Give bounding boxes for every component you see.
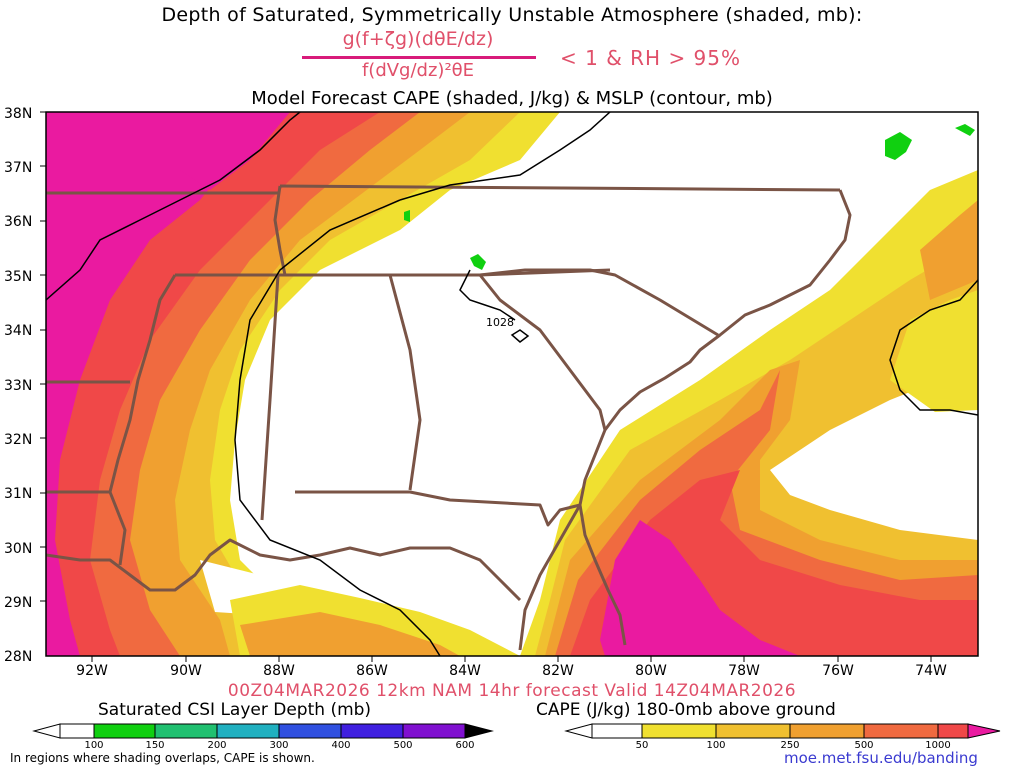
formula-condition: < 1 & RH > 95% xyxy=(560,46,742,70)
lon-label: 84W xyxy=(449,663,481,679)
csi-bar-segment xyxy=(59,723,95,739)
cape-region-northwest-max xyxy=(180,112,290,190)
lat-label: 31N xyxy=(4,486,32,502)
csi-bar-segment xyxy=(154,723,218,739)
cape-bar-segment xyxy=(641,723,717,739)
lat-label: 34N xyxy=(4,323,32,339)
mississippi-alabama-border xyxy=(260,274,280,521)
csi-bar-segment xyxy=(278,723,342,739)
atlantic-coastline xyxy=(578,189,852,646)
lon-label: 88W xyxy=(263,663,295,679)
csi-tick: 400 xyxy=(331,740,350,751)
lat-label: 37N xyxy=(4,160,32,176)
isobar-1028 xyxy=(459,269,516,321)
formula-numerator: g(f+ζg)(dθE/dz) xyxy=(342,28,494,50)
csi-bar-segment xyxy=(93,723,156,739)
cape-tick: 250 xyxy=(780,740,799,751)
lat-ticks xyxy=(40,111,932,662)
lat-axis: 38N 37N 36N 35N 34N 33N 32N 31N 30N 29N … xyxy=(4,106,32,665)
lat-label: 28N xyxy=(4,649,32,665)
cape-region-northeast-50 xyxy=(890,290,978,412)
mslp-contours xyxy=(46,112,978,656)
lon-label: 92W xyxy=(76,663,108,679)
cape-colorbar: 50 100 250 500 1000 xyxy=(564,723,1001,751)
isobar-label: 1028 xyxy=(486,316,514,329)
csi-patch-tennessee xyxy=(404,210,410,222)
formula-denominator: f(dVg/dz)²θE xyxy=(361,60,475,81)
georgia-sc-border xyxy=(478,274,607,431)
cape-bar-segment xyxy=(937,723,969,739)
csi-bar-segment xyxy=(340,723,404,739)
csi-patch-far-northeast xyxy=(955,124,975,136)
lon-axis: 92W 90W 88W 86W 84W 82W 80W 78W 76W 74W xyxy=(76,663,947,679)
gulf-coastline xyxy=(46,504,582,651)
virginia-nc-border xyxy=(279,184,841,192)
cape-region-gulf-250 xyxy=(240,612,460,656)
cape-bar-segment xyxy=(789,723,865,739)
lat-label: 35N xyxy=(4,269,32,285)
lon-label: 78W xyxy=(728,663,760,679)
cape-tick: 50 xyxy=(636,740,649,751)
mississippi-river xyxy=(108,274,177,566)
lat-label: 32N xyxy=(4,432,32,448)
csi-tick: 300 xyxy=(269,740,288,751)
cape-tick: 500 xyxy=(854,740,873,751)
csi-bar-segment xyxy=(402,723,466,739)
csi-bar-segment xyxy=(216,723,280,739)
cape-tick: 100 xyxy=(706,740,725,751)
lat-label: 36N xyxy=(4,214,32,230)
lon-label: 90W xyxy=(170,663,202,679)
lon-label: 82W xyxy=(542,663,574,679)
map-subtitle: Model Forecast CAPE (shaded, J/kg) & MSL… xyxy=(251,88,773,109)
cape-bar-right-arrow xyxy=(967,723,1001,739)
cape-colorbar-label: CAPE (J/kg) 180-0mb above ground xyxy=(536,700,836,720)
cape-bar-segment xyxy=(591,723,643,739)
formula-fraction-bar xyxy=(302,56,536,59)
cape-region-northeast-250 xyxy=(920,200,978,300)
csi-bar-right-arrow xyxy=(464,723,494,739)
lon-label: 80W xyxy=(635,663,667,679)
isobar-west xyxy=(46,112,301,301)
isobar-east xyxy=(889,279,978,416)
cape-shading xyxy=(46,112,978,656)
map-title: Depth of Saturated, Symmetrically Unstab… xyxy=(161,4,863,26)
nc-sc-border xyxy=(479,268,719,337)
cape-bar-left-arrow xyxy=(564,723,593,739)
lon-label: 86W xyxy=(356,663,388,679)
lon-label: 74W xyxy=(915,663,947,679)
appalachian-ridge xyxy=(273,185,287,276)
lat-label: 33N xyxy=(4,378,32,394)
cape-bar-segment xyxy=(863,723,939,739)
alabama-georgia-border xyxy=(388,274,422,491)
lat-label: 29N xyxy=(4,595,32,611)
csi-patch-appalachian xyxy=(470,254,486,270)
csi-colorbar: 100 150 200 300 400 500 600 xyxy=(32,723,494,751)
lat-label: 38N xyxy=(4,106,32,122)
csi-bar-left-arrow xyxy=(32,723,61,739)
cape-region-atlantic-max xyxy=(600,520,800,656)
isobar-main xyxy=(234,199,441,656)
cape-bar-segment xyxy=(715,723,791,739)
csi-tick: 150 xyxy=(145,740,164,751)
csi-tick: 600 xyxy=(455,740,474,751)
cape-tick: 1000 xyxy=(925,740,950,751)
forecast-valid-line: 00Z04MAR2026 12km NAM 14hr forecast Vali… xyxy=(227,681,797,701)
csi-tick: 500 xyxy=(393,740,412,751)
csi-tick: 200 xyxy=(207,740,226,751)
florida-border xyxy=(295,490,581,527)
csi-patch-northeast xyxy=(885,132,912,160)
isobar-1028-loop xyxy=(510,329,530,343)
source-url-link[interactable]: moe.met.fsu.edu/banding xyxy=(784,749,978,767)
isobar-north xyxy=(399,112,611,201)
borders xyxy=(46,184,852,651)
overlap-note: In regions where shading overlaps, CAPE … xyxy=(10,751,315,765)
lon-label: 76W xyxy=(822,663,854,679)
csi-colorbar-label: Saturated CSI Layer Depth (mb) xyxy=(98,700,372,720)
lat-label: 30N xyxy=(4,541,32,557)
csi-tick: 100 xyxy=(84,740,103,751)
